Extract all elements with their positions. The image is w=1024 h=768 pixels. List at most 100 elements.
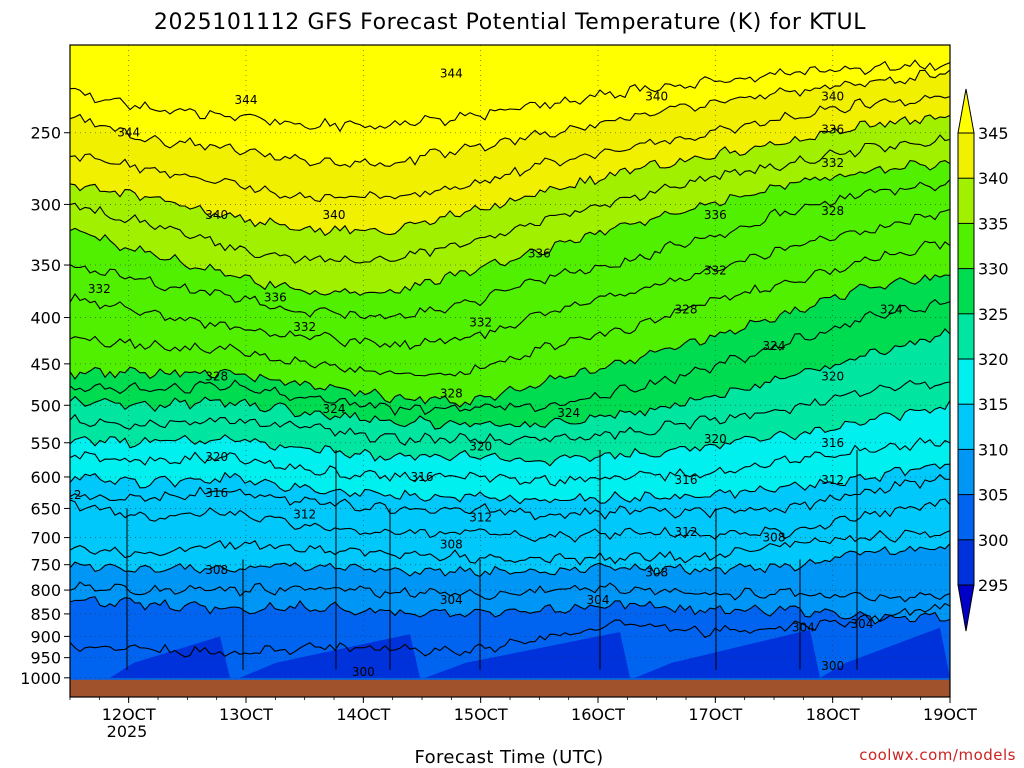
contour-label: 340 — [645, 90, 668, 104]
contour-label: 328 — [675, 303, 698, 317]
y-axis-pressure: 250 300 350 400 450 500 550 600 650 700 750 800 850 9… — [20, 124, 70, 688]
contour-label: 336 — [264, 290, 287, 304]
isentrope-314 — [70, 473, 950, 521]
colorbar-cell — [958, 133, 974, 179]
x-tick-label: 13OCT — [219, 705, 273, 724]
contour-label: 316 — [821, 436, 844, 450]
contour-label: 312 — [469, 510, 492, 524]
isentrope-330 — [70, 240, 950, 377]
isentrope-contour-lines — [70, 59, 950, 658]
contour-label: 324 — [323, 402, 346, 416]
colorbar-tick-label: 340 — [978, 169, 1009, 188]
y-tick-label: 800 — [30, 581, 61, 600]
colorbar-legend: 295 300 305 310 315 320 325 330 335 340 345 — [957, 88, 1009, 632]
colorbar-tick-label: 315 — [978, 395, 1009, 414]
contour-label: 340 — [323, 208, 346, 222]
isentrope-332 — [70, 208, 950, 350]
contour-label: 308 — [440, 537, 463, 551]
contour-label: 328 — [440, 386, 463, 400]
colorbar-cell — [958, 268, 974, 314]
y-tick-label: 650 — [30, 499, 61, 518]
x-year-label: 2025 — [107, 722, 148, 741]
contour-label: 332 — [821, 156, 844, 170]
y-tick-label: 950 — [30, 649, 61, 668]
isentrope-320 — [70, 400, 950, 467]
x-tick-label: 16OCT — [571, 705, 625, 724]
contour-label: 320 — [469, 439, 492, 453]
isentrope-316 — [70, 463, 950, 505]
contour-label: 332 — [88, 282, 111, 296]
isentrope-326 — [70, 298, 950, 417]
y-tick-label: 250 — [30, 124, 61, 143]
contour-label: 304 — [587, 593, 610, 607]
contour-label: 344 — [235, 93, 258, 107]
x-axis-title: Forecast Time (UTC) — [415, 747, 604, 768]
contour-label: 300 — [821, 659, 844, 673]
contour-plot-area: 344 344 344 340 340 336 332 328 340 340 336 336 332 3… — [59, 45, 950, 697]
cold-pool-1 — [240, 634, 420, 678]
isentrope-308 — [70, 543, 950, 578]
isentrope-310 — [70, 529, 950, 566]
contour-label: 304 — [851, 617, 874, 631]
contour-label: 316 — [675, 473, 698, 487]
contour-label: 332 — [469, 315, 492, 329]
contour-label: 336 — [704, 208, 727, 222]
cold-pool-2 — [425, 632, 630, 678]
contour-label: 336 — [821, 123, 844, 137]
isentrope-346 — [70, 59, 950, 133]
y-tick-label: 600 — [30, 468, 61, 487]
contour-label: 320 — [205, 450, 228, 464]
contour-label: 312 — [675, 525, 698, 539]
contour-label: 304 — [792, 621, 815, 635]
x-tick-label: 15OCT — [454, 705, 508, 724]
colorbar-cell — [958, 178, 974, 224]
contour-label: 316 — [411, 470, 434, 484]
credit-text: coolwx.com/models — [859, 746, 1016, 764]
colorbar-tick-label: 320 — [978, 350, 1009, 369]
y-tick-label: 900 — [30, 627, 61, 646]
y-tick-label: 750 — [30, 556, 61, 575]
y-tick-label: 550 — [30, 434, 61, 453]
cold-pool-4 — [820, 627, 950, 678]
isentrope-318 — [70, 437, 950, 487]
isentrope-328 — [70, 274, 950, 408]
isentrope-306 — [70, 581, 950, 603]
y-tick-label: 850 — [30, 605, 61, 624]
y-tick-label: 1000 — [20, 669, 61, 688]
colorbar-arrow-bottom — [957, 584, 975, 632]
contour-label: 308 — [763, 531, 786, 545]
contour-label: 312 — [821, 473, 844, 487]
contour-label: 336 — [528, 247, 551, 261]
colorbar-tick-label: 345 — [978, 124, 1009, 143]
contour-label: 320 — [704, 432, 727, 446]
contour-label: 308 — [645, 565, 668, 579]
colorbar-cell — [958, 449, 974, 495]
isentrope-334 — [70, 179, 950, 320]
y-tick-label: 400 — [30, 309, 61, 328]
colorbar-tick-label: 335 — [978, 214, 1009, 233]
x-tick-label: 18OCT — [806, 705, 860, 724]
isentrope-344 — [70, 69, 950, 168]
colorbar-tick-label: 325 — [978, 305, 1009, 324]
y-tick-label: 700 — [30, 529, 61, 548]
colorbar-tick-label: 295 — [978, 576, 1009, 595]
colorbar-cell — [958, 404, 974, 450]
colorbar-cell — [958, 359, 974, 405]
x-tick-label: 14OCT — [336, 705, 390, 724]
contour-label: 328 — [205, 370, 228, 384]
contour-label: 324 — [763, 339, 786, 353]
contour-label: 312 — [59, 488, 82, 502]
ground-terrain — [70, 679, 950, 697]
cold-pool-3 — [635, 629, 820, 678]
x-tick-label: 19OCT — [923, 705, 977, 724]
isentrope-312 — [70, 498, 950, 543]
contour-label: 324 — [880, 303, 903, 317]
isentrope-324 — [70, 328, 950, 430]
contour-label: 304 — [440, 593, 463, 607]
y-tick-label: 350 — [30, 256, 61, 275]
isentrope-322 — [70, 379, 950, 446]
contour-label: 340 — [205, 208, 228, 222]
cold-pool-0 — [110, 636, 230, 678]
colorbar-cell — [958, 539, 974, 585]
fill-band-344 — [70, 45, 950, 168]
